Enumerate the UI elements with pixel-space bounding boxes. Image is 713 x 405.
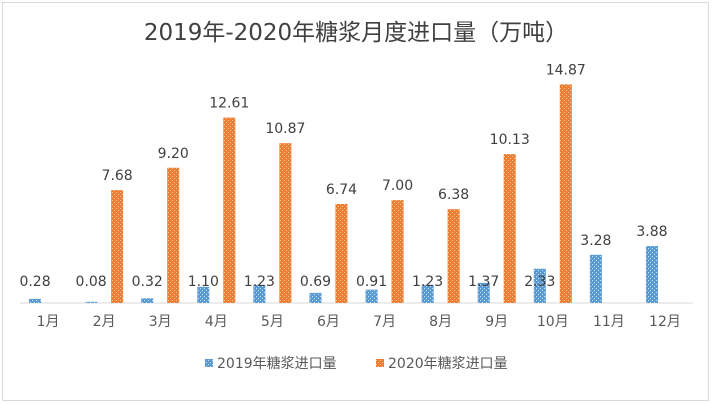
x-tick-label: 5月 <box>261 314 284 330</box>
x-tick-label: 9月 <box>485 314 508 330</box>
bar-2019-6 <box>309 292 322 303</box>
data-label: 0.91 <box>356 274 387 290</box>
legend-swatch-2020 <box>376 359 384 367</box>
bar-2020-7 <box>391 200 404 303</box>
bar-2019-9 <box>477 282 490 303</box>
data-label: 7.00 <box>382 178 413 194</box>
data-label: 1.23 <box>412 274 443 290</box>
data-label: 0.08 <box>76 274 107 290</box>
x-tick-label: 3月 <box>149 314 172 330</box>
data-label: 1.37 <box>468 274 499 290</box>
bar-2019-3 <box>141 298 154 303</box>
x-tick-label: 4月 <box>205 314 228 330</box>
x-tick-label: 6月 <box>317 314 340 330</box>
bar-2019-8 <box>421 284 434 303</box>
data-label: 2.33 <box>524 274 555 290</box>
bar-2020-5 <box>279 143 292 303</box>
data-label: 14.87 <box>546 62 586 78</box>
bar-2019-10 <box>533 268 546 303</box>
bar-2019-11 <box>589 254 602 303</box>
data-label: 0.32 <box>132 274 163 290</box>
bar-2019-5 <box>253 284 266 303</box>
legend-label-2019: 2019年糖浆进口量 <box>217 356 337 372</box>
legend-swatch-2019 <box>205 359 213 367</box>
x-tick-label: 1月 <box>37 314 60 330</box>
bar-2020-2 <box>111 190 124 303</box>
x-tick-label: 12月 <box>649 314 681 330</box>
x-tick-label: 10月 <box>537 314 569 330</box>
bar-2019-4 <box>197 286 210 303</box>
bar-2020-4 <box>223 117 236 304</box>
data-label: 1.23 <box>244 274 275 290</box>
bar-2019-2 <box>85 301 98 303</box>
data-label: 0.69 <box>300 274 331 290</box>
data-label: 10.13 <box>490 132 530 148</box>
bar-2020-9 <box>503 154 516 303</box>
chart-title: 2019年-2020年糖浆月度进口量（万吨） <box>144 20 568 46</box>
data-label: 10.87 <box>265 121 305 137</box>
bar-2020-3 <box>167 167 180 303</box>
x-tick-label: 11月 <box>593 314 625 330</box>
bar-2019-1 <box>29 298 42 303</box>
data-label: 0.28 <box>19 274 50 290</box>
data-label: 3.28 <box>580 233 611 249</box>
bar-2020-10 <box>559 84 572 303</box>
legend-label-2020: 2020年糖浆进口量 <box>388 356 508 372</box>
x-tick-label: 2月 <box>93 314 116 330</box>
data-label: 7.68 <box>102 168 133 184</box>
data-label: 6.38 <box>438 187 469 203</box>
bar-2020-6 <box>335 203 348 303</box>
data-label: 9.20 <box>158 146 189 162</box>
bar-2019-7 <box>365 289 378 303</box>
bar-2020-8 <box>447 209 460 303</box>
x-tick-label: 7月 <box>373 314 396 330</box>
x-tick-label: 8月 <box>429 314 452 330</box>
data-label: 12.61 <box>209 96 249 112</box>
data-label: 1.10 <box>188 274 219 290</box>
data-label: 6.74 <box>326 182 357 198</box>
bar-2019-12 <box>645 245 658 303</box>
data-label: 3.88 <box>636 224 667 240</box>
